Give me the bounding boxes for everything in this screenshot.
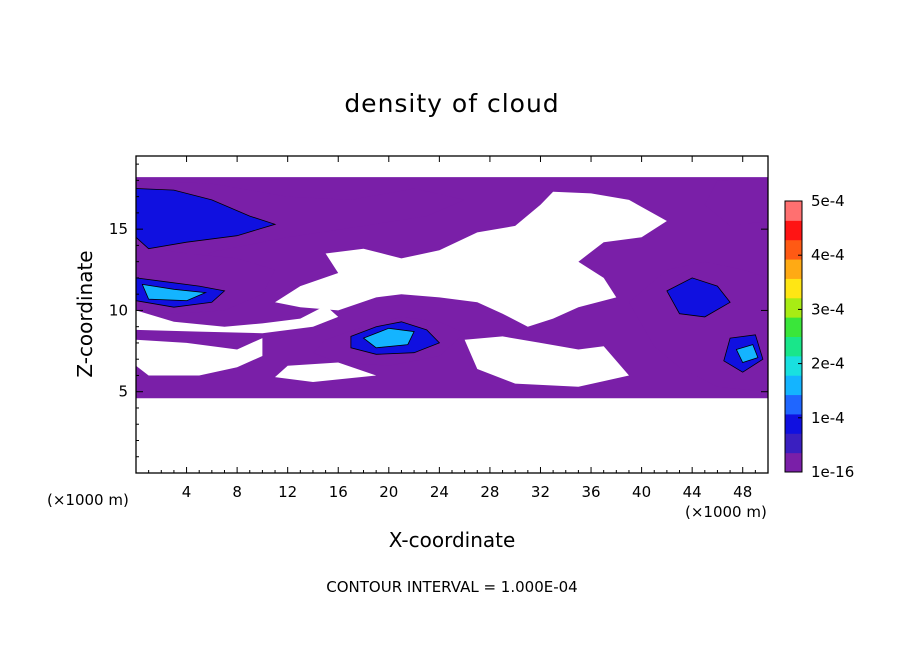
cloud-region-10: [704, 178, 768, 226]
colorbar-tick-label-4: 4e-4: [811, 246, 845, 264]
x-tick-label-44: 44: [683, 483, 702, 501]
x-tick-label-12: 12: [278, 483, 297, 501]
cloud-density-field: [136, 177, 768, 399]
cloud-region-11: [136, 188, 277, 250]
clear-air-region-5: [275, 362, 377, 382]
x-unit-left: (×1000 m): [47, 491, 129, 509]
x-axis-label: X-coordinate: [389, 528, 516, 552]
clear-air-region-4: [464, 336, 629, 387]
colorbar-swatch-9: [785, 278, 802, 299]
colorbar-swatch-3: [785, 394, 802, 415]
colorbar-swatch-0: [785, 452, 802, 473]
colorbar-ticks: 1e-16 1e-4 2e-4 3e-4 4e-4 5e-4: [798, 192, 854, 481]
colorbar-tick-label-0: 1e-16: [811, 463, 854, 481]
colorbar-swatch-1: [785, 433, 802, 454]
colorbar-tick-label-5: 5e-4: [811, 192, 845, 210]
cloud-region-18: [735, 344, 759, 363]
x-tick-label-16: 16: [329, 483, 348, 501]
y-axis-label: Z-coordinate: [73, 250, 97, 377]
colorbar-swatch-12: [785, 220, 802, 241]
colorbar-swatch-11: [785, 239, 802, 260]
colorbar-tick-label-1: 1e-4: [811, 409, 845, 427]
colorbar-swatch-8: [785, 297, 802, 318]
x-tick-label-40: 40: [632, 483, 651, 501]
x-tick-label-24: 24: [430, 483, 449, 501]
y-tick-label-5: 5: [118, 383, 128, 401]
clear-air-region-1: [275, 191, 667, 327]
y-axis-ticks: 5 10 15: [109, 163, 768, 458]
colorbar-swatch-6: [785, 336, 802, 357]
cloud-region-14: [666, 277, 731, 318]
y-tick-label-10: 10: [109, 301, 128, 319]
cloud-region-17: [362, 327, 415, 349]
x-tick-label-20: 20: [379, 483, 398, 501]
clear-air-region-2: [136, 305, 339, 334]
cloud-region-16: [141, 283, 208, 302]
y-tick-label-15: 15: [109, 220, 128, 238]
colorbar-tick-label-3: 3e-4: [811, 300, 845, 318]
colorbar-tick-label-2: 2e-4: [811, 355, 845, 373]
colorbar-swatch-13: [785, 201, 802, 221]
colorbar-swatch-5: [785, 355, 802, 376]
colorbar: [785, 201, 802, 473]
x-tick-label-28: 28: [480, 483, 499, 501]
contour-interval-note: CONTOUR INTERVAL = 1.000E-04: [326, 578, 577, 596]
x-tick-label-8: 8: [232, 483, 242, 501]
x-tick-label-32: 32: [531, 483, 550, 501]
colorbar-swatch-2: [785, 413, 802, 434]
clear-air-region-3: [136, 338, 263, 376]
colorbar-swatch-10: [785, 259, 802, 279]
x-tick-label-4: 4: [182, 483, 192, 501]
colorbar-swatch-4: [785, 375, 802, 396]
x-tick-label-36: 36: [581, 483, 600, 501]
colorbar-frame: [784, 200, 803, 473]
x-tick-label-48: 48: [733, 483, 752, 501]
colorbar-swatch-7: [785, 317, 802, 337]
chart-title: density of cloud: [344, 89, 559, 118]
x-unit-right: (×1000 m): [685, 503, 767, 521]
x-axis-ticks: 4 8 12 16 20 24 28 32 36 40 44 48: [148, 156, 756, 501]
